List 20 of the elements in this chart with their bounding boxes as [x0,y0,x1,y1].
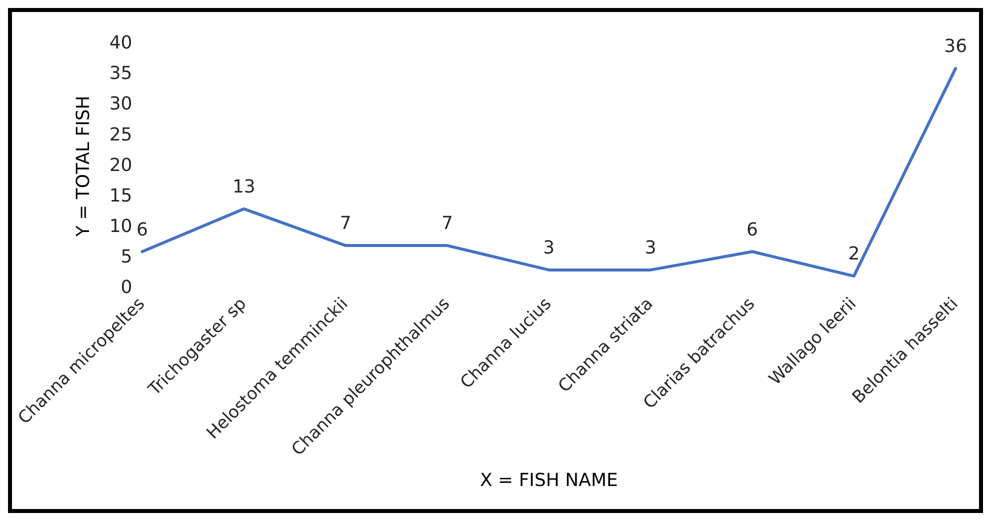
x-axis-title: X = FISH NAME [480,470,618,491]
y-tick-label: 0 [120,276,132,298]
data-label: 2 [848,244,860,265]
y-tick-label: 10 [109,216,132,237]
y-tick-label: 25 [109,124,132,146]
y-tick-label: 5 [120,246,132,268]
y-tick-label: 20 [109,154,132,176]
data-label: 13 [232,176,256,198]
data-label: 36 [944,36,968,58]
y-tick-label: 35 [109,63,132,84]
data-label: 7 [442,213,453,234]
data-label: 6 [136,219,148,240]
data-label: 3 [644,238,656,259]
data-label: 7 [340,213,352,234]
data-label: 3 [543,238,555,259]
y-tick-label: 40 [109,32,132,54]
data-label: 6 [746,219,758,240]
y-tick-label: 30 [109,94,132,115]
y-axis-title: Y = TOTAL FISH [73,96,94,238]
y-tick-label: 15 [109,185,132,206]
